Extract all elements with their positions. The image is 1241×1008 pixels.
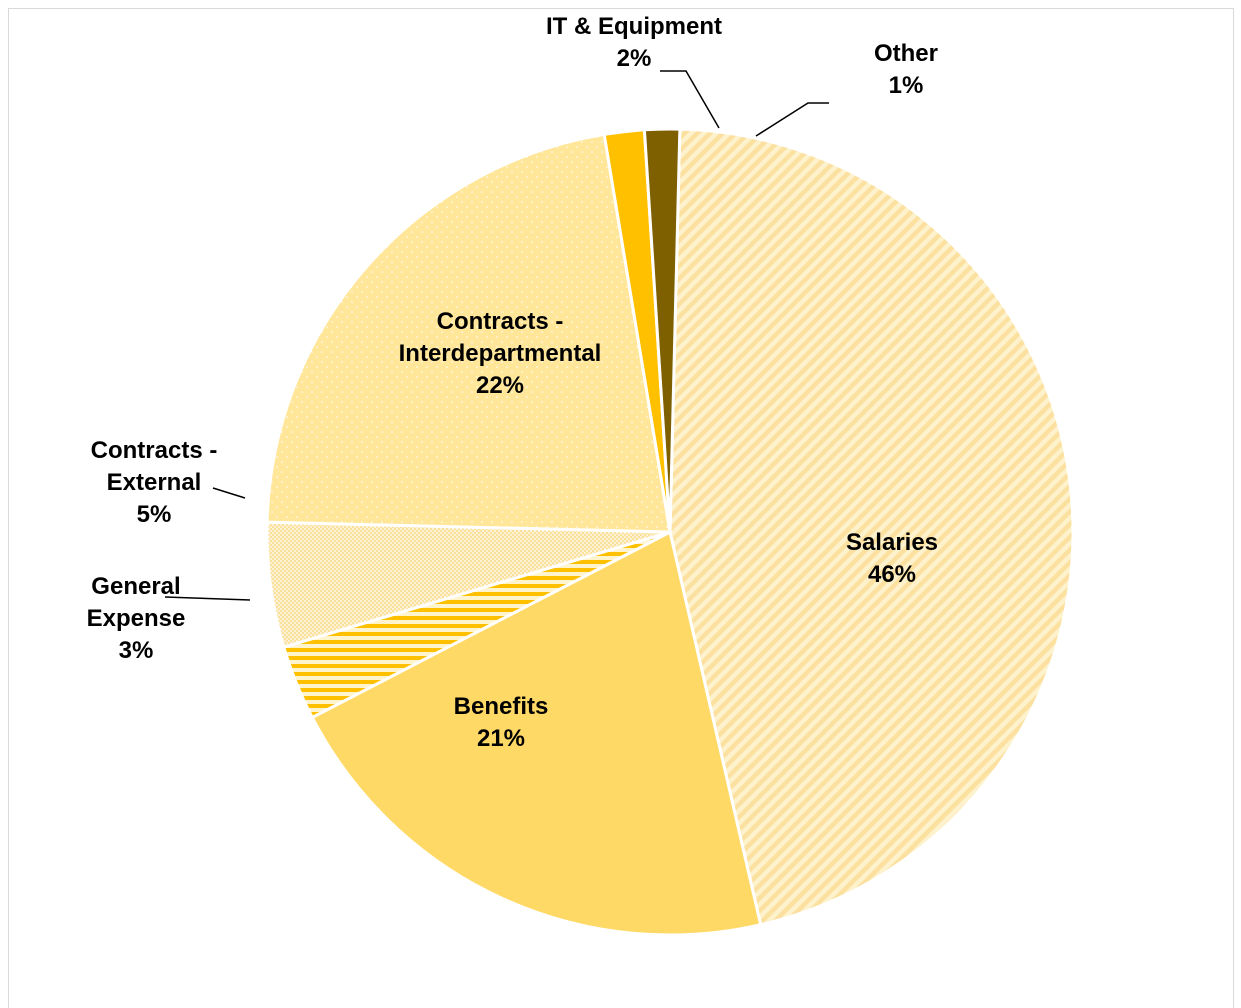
label-name-line: Contracts - (437, 308, 564, 335)
label-percent: 46% (868, 561, 916, 588)
slice-contracts-interdepartmental (265, 132, 672, 534)
label-name-line: Salaries (846, 529, 938, 556)
leader-general-expense (164, 596, 251, 601)
label-name-line: Interdepartmental (399, 340, 602, 367)
leader-contracts-external (212, 487, 246, 499)
slice-benefits (310, 529, 763, 937)
slice-salaries (668, 127, 1075, 927)
chart-frame (8, 8, 1234, 1008)
label-benefits: Benefits 21% (454, 693, 549, 752)
label-name-line: External (107, 469, 202, 496)
slice-labels: Salaries 46% Benefits 21% General Expense 3% Co… (87, 13, 938, 752)
label-salaries: Salaries 46% (846, 529, 938, 588)
label-percent: 1% (889, 72, 924, 99)
label-percent: 2% (617, 45, 652, 72)
label-percent: 21% (477, 725, 525, 752)
leader-lines (164, 70, 829, 601)
label-name-line: Expense (87, 605, 186, 632)
pie-slices (265, 127, 1075, 937)
label-general-expense: General Expense 3% (87, 573, 186, 664)
label-percent: 5% (137, 501, 172, 528)
leader-other (755, 102, 829, 137)
slice-other (642, 127, 682, 533)
label-other: Other 1% (874, 40, 938, 99)
label-contracts-external: Contracts - External 5% (91, 437, 218, 528)
leader-it-equipment (660, 70, 720, 129)
label-name-line: Contracts - (91, 437, 218, 464)
label-it-equipment: IT & Equipment 2% (546, 13, 722, 72)
label-name-line: Other (874, 40, 938, 67)
label-name-line: General (91, 573, 180, 600)
label-percent: 22% (476, 372, 524, 399)
label-percent: 3% (119, 637, 154, 664)
label-name-line: Benefits (454, 693, 549, 720)
label-contracts-interdepartmental: Contracts - Interdepartmental 22% (399, 308, 602, 399)
label-name-line: IT & Equipment (546, 13, 722, 40)
